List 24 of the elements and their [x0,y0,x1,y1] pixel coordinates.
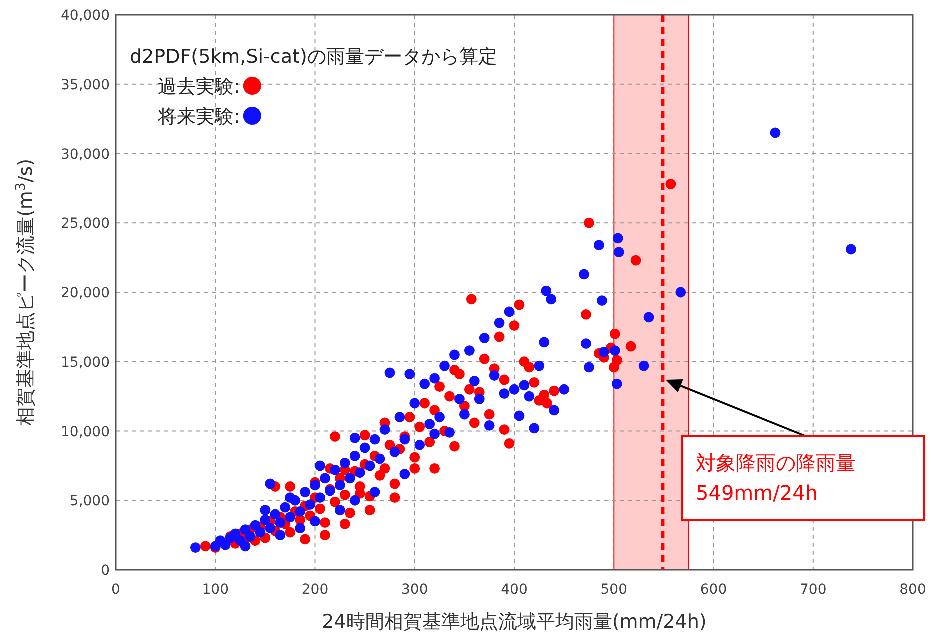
legend-title: d2PDF(5km,Si-cat)の雨量データから算定 [130,46,498,68]
y-tick-label: 15,000 [61,354,110,371]
x-tick-label: 700 [800,582,827,598]
x-tick-label: 600 [700,582,728,598]
x-tick-label: 500 [600,582,628,598]
y-tick-label: 10,000 [61,424,110,440]
x-tick-label: 400 [501,582,528,598]
x-tick-label: 100 [202,582,229,598]
x-tick-label: 300 [402,582,428,598]
y-tick-label: 35,000 [61,77,110,94]
legend-label: 過去実験: [158,76,240,98]
y-tick-label: 30,000 [61,146,110,163]
x-tick-label: 200 [302,582,329,598]
x-axis-title: 24時間相賀基準地点流域平均雨量(mm/24h) [322,611,707,633]
y-tick-label: 25,000 [61,216,110,232]
y-tick-label: 0 [101,563,110,579]
x-tick-label: 800 [900,582,926,598]
legend-label: 将来実験: [157,106,240,128]
annotation: 対象降雨の降雨量 549mm/24h [696,451,856,505]
y-tick-label: 5,000 [70,494,110,510]
y-tick-label: 40,000 [61,8,110,24]
annotation: 対象降雨の降雨量 549mm/24h [681,435,925,521]
x-tick-label: 0 [112,582,120,598]
y-tick-label: 20,000 [61,286,110,302]
